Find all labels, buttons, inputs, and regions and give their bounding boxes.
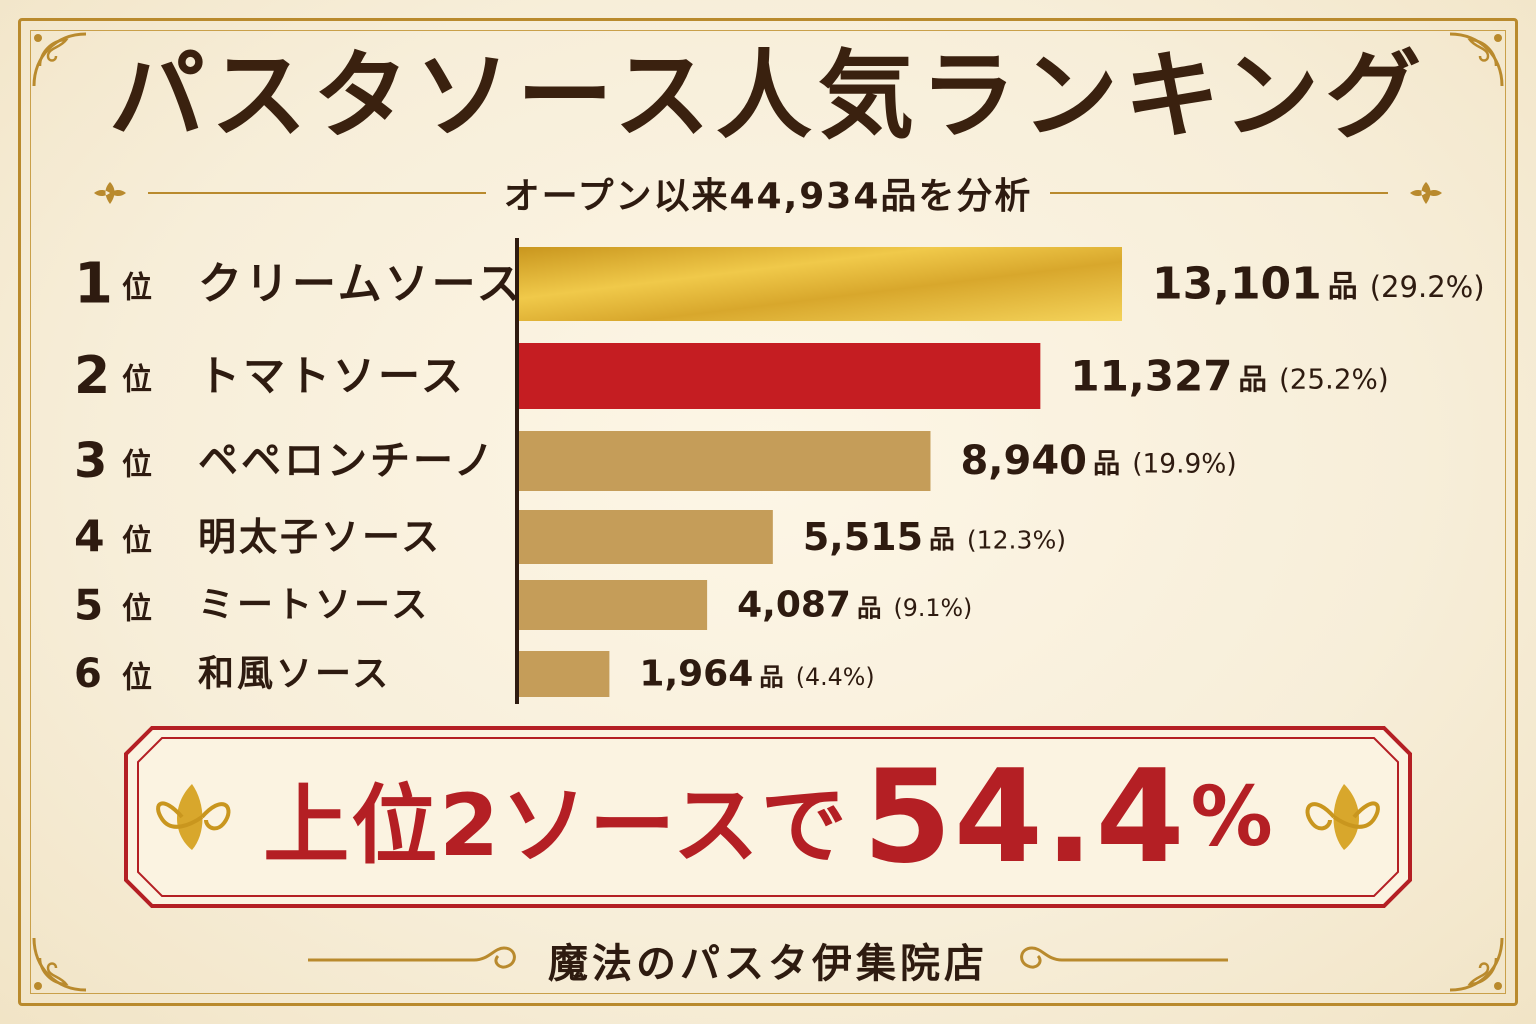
unit-label: 品 xyxy=(759,663,783,692)
percent-label: (19.9%) xyxy=(1132,449,1236,480)
value-label: 1,964 xyxy=(639,654,753,695)
rank-suffix: 位 xyxy=(122,363,152,398)
corner-ornament-top-right-icon xyxy=(1440,26,1510,96)
banner-suffix: % xyxy=(1190,769,1273,865)
poster-title: パスタソース人気ランキング xyxy=(108,40,1428,152)
percent-label: (9.1%) xyxy=(893,594,972,622)
corner-ornament-bottom-left-icon xyxy=(26,928,96,998)
rank-suffix: 位 xyxy=(122,271,152,306)
unit-label: 品 xyxy=(857,594,881,623)
unit-label: 品 xyxy=(1328,270,1358,305)
banner-flourish-right-icon xyxy=(1305,784,1380,850)
corner-ornament-top-left-icon xyxy=(26,26,96,96)
highlight-banner xyxy=(124,726,1412,908)
category-label: 明太子ソース xyxy=(198,515,442,559)
corner-ornament-bottom-right-icon xyxy=(1440,928,1510,998)
bar xyxy=(519,431,931,491)
bar xyxy=(519,247,1122,321)
value-label: 11,327 xyxy=(1070,352,1232,401)
rank-number: 6 xyxy=(74,651,102,697)
rank-suffix: 位 xyxy=(122,524,152,559)
percent-label: (25.2%) xyxy=(1279,363,1389,396)
value-label: 8,940 xyxy=(960,438,1087,484)
percent-label: (29.2%) xyxy=(1370,270,1485,304)
rank-suffix: 位 xyxy=(122,661,152,696)
subtitle: オープン以来44,934品を分析 xyxy=(503,176,1033,217)
footer-row: 魔法のパスタ伊集院店 xyxy=(230,932,1306,988)
inner-frame xyxy=(30,30,1506,994)
percent-label: (4.4%) xyxy=(796,663,875,691)
banner-text: 上位2ソースで 54.4 % xyxy=(0,742,1536,892)
category-label: ミートソース xyxy=(198,585,430,626)
bar xyxy=(519,343,1041,409)
swirl-right-icon xyxy=(1020,946,1228,969)
rank-number: 4 xyxy=(74,512,105,563)
category-label: 和風ソース xyxy=(198,654,391,695)
rank-number: 1 xyxy=(74,252,113,317)
rank-number: 2 xyxy=(74,346,110,406)
unit-label: 品 xyxy=(929,525,955,555)
banner-prefix: 上位2ソースで xyxy=(263,775,849,876)
bar xyxy=(519,510,773,564)
banner-flourish-left-icon xyxy=(156,784,231,850)
category-label: ペペロンチーノ xyxy=(198,438,497,484)
subtitle-divider-left xyxy=(148,192,486,194)
swirl-left-icon xyxy=(308,946,516,969)
unit-label: 品 xyxy=(1238,362,1267,396)
category-label: クリームソース xyxy=(198,259,523,310)
value-label: 4,087 xyxy=(737,585,851,626)
unit-label: 品 xyxy=(1093,449,1120,480)
fleur-right-icon xyxy=(1410,182,1443,204)
rank-suffix: 位 xyxy=(122,592,152,627)
banner-value: 54.4 xyxy=(862,742,1187,892)
rank-number: 5 xyxy=(74,581,103,630)
subtitle-divider-right xyxy=(1050,192,1389,194)
rank-number: 3 xyxy=(74,433,107,489)
value-label: 5,515 xyxy=(803,515,923,559)
percent-label: (12.3%) xyxy=(967,526,1066,555)
value-label: 13,101 xyxy=(1152,259,1322,310)
bar xyxy=(519,580,708,630)
category-label: トマトソース xyxy=(198,352,466,401)
subtitle-row: オープン以来44,934品を分析 xyxy=(90,170,1446,217)
bar xyxy=(519,651,610,697)
outer-frame xyxy=(18,18,1518,1006)
rank-suffix: 位 xyxy=(122,448,152,483)
store-name: 魔法のパスタ伊集院店 xyxy=(548,941,988,987)
fleur-left-icon xyxy=(94,182,126,204)
